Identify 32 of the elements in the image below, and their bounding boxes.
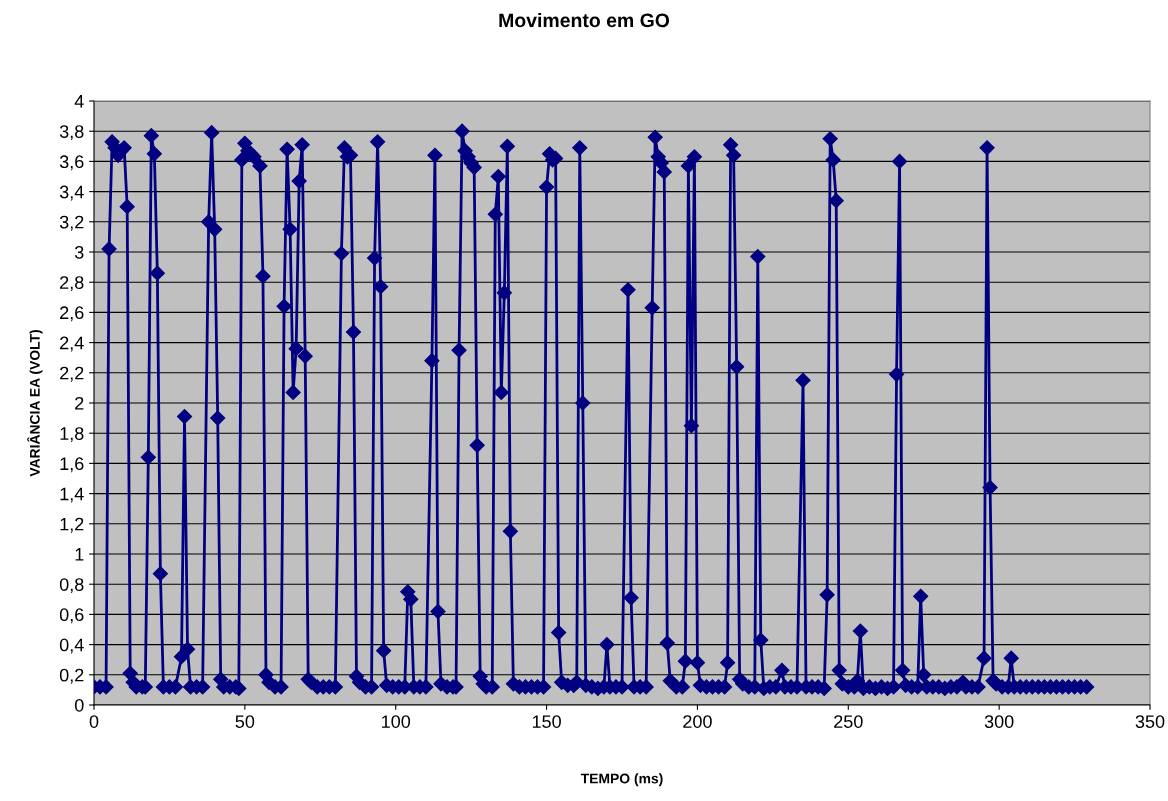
x-tick-label: 0 [89,715,99,728]
x-tick-label: 100 [382,715,411,728]
y-tick-label: 0,8 [59,578,84,594]
y-tick-label: 1,4 [60,487,84,503]
y-tick-label: 3,2 [59,215,84,231]
y-tick-label: 3,4 [59,185,84,201]
y-tick-label: 2,4 [60,336,84,352]
y-tick-label: 0,6 [59,608,84,624]
y-tick-label: 3 [74,245,84,259]
x-tick-label: 50 [235,715,255,728]
x-tick-label: 300 [984,715,1014,728]
y-tick-label: 2 [75,396,84,410]
y-tick-label: 1,2 [60,517,84,533]
x-tick-label: 200 [683,715,712,728]
x-tick-label: 150 [532,715,561,728]
y-tick-label: 0,4 [59,638,84,654]
y-tick-label: 1,6 [60,457,84,473]
y-tick-label: 2,2 [60,366,84,382]
y-tick-label: 1,8 [60,427,84,443]
x-tick-label: 350 [1135,715,1165,728]
x-axis-title: TEMPO (ms) [580,773,663,787]
y-tick-label: 2,8 [60,276,84,292]
y-tick-label: 0 [74,698,84,712]
x-tick-label: 250 [834,715,863,728]
y-axis-title: VARIÂNCIA EA (VOLT) [27,330,43,477]
y-tick-label: 4 [74,95,84,108]
y-tick-label: 3,6 [59,155,84,171]
chart-title: Movimento em GO [499,12,670,28]
y-tick-label: 1 [75,548,84,561]
y-tick-label: 0,2 [59,668,84,684]
y-tick-label: 3,8 [59,125,84,141]
y-tick-label: 2,6 [60,306,84,322]
